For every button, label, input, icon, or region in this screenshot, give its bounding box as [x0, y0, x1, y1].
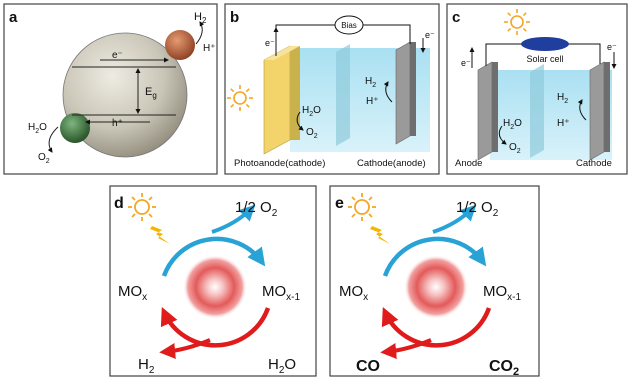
electrolyte	[290, 48, 430, 152]
lightning-icon	[150, 226, 170, 244]
reduction-cocatalyst	[165, 30, 195, 60]
cathode-electrode-side	[410, 42, 416, 136]
oxidation-arrow-b	[296, 111, 304, 131]
photoanode-label: Photoanode(cathode)	[234, 158, 325, 169]
oxidation-cocatalyst	[60, 113, 90, 143]
water-label-b: H2O	[302, 105, 321, 118]
cathode-label-b: Cathode(anode)	[357, 158, 426, 169]
hole-label: h⁺	[112, 118, 123, 129]
electron-label-left: e⁻	[265, 38, 275, 48]
o2-label-b: O2	[306, 127, 318, 140]
co-product-label: CO	[356, 358, 380, 375]
electron-label-left-c: e⁻	[461, 58, 471, 68]
sun-icon	[128, 193, 156, 221]
panel-a-letter: a	[9, 9, 18, 26]
h-plus-label-b: H⁺	[366, 96, 379, 107]
co2-reactant-label: CO2	[489, 358, 519, 377]
sun-icon	[348, 193, 376, 221]
co-release-arrow	[380, 338, 432, 359]
sun-icon	[504, 9, 530, 35]
reduction-cycle-arrow-e	[381, 307, 492, 348]
cathode-electrode	[395, 41, 411, 145]
water-label-c: H2O	[503, 118, 522, 131]
catalyst-glow	[183, 255, 247, 319]
water-label: H2O	[28, 122, 47, 135]
water-reactant-label: H2O	[268, 356, 296, 376]
o2-label-c: O2	[509, 142, 521, 155]
o2-release-arrow	[211, 204, 256, 234]
reduction-arrow-c	[577, 99, 587, 121]
circuit-wire-left-c	[485, 43, 522, 66]
h-plus-label: H⁺	[203, 43, 216, 54]
catalyst-glow-e	[404, 255, 468, 319]
circuit-wire-right	[363, 24, 411, 44]
h2-label-b: H2	[365, 76, 376, 89]
photoanode-top	[264, 46, 300, 60]
lightning-icon	[370, 226, 390, 244]
oxidation-cycle-arrow-e	[382, 236, 487, 277]
circuit-wire-right-c	[568, 43, 601, 64]
o2-evolution-arrow	[47, 126, 59, 153]
anode-electrode-side	[492, 62, 498, 152]
h2-label: H2	[194, 11, 207, 25]
oxidation-arrow-c	[498, 125, 507, 145]
photocatalyst-sphere	[62, 32, 188, 158]
oxidation-cycle-arrow	[161, 236, 266, 277]
panel-c: c Solar cell e⁻ e⁻ H2O O2 H2 H⁺	[446, 3, 628, 175]
panel-d: d 1/2 O2 MOx MOx-1 H2 H2O	[109, 185, 317, 377]
bias-source	[334, 15, 364, 35]
solar-cell	[521, 37, 569, 51]
reduction-cycle-arrow	[160, 307, 271, 348]
panel-e-letter: e	[335, 195, 344, 212]
mox-label-e: MOx	[339, 283, 368, 303]
panel-e: e 1/2 O2 MOx MOx-1 CO CO2	[329, 185, 540, 377]
electrolyte-c	[490, 70, 612, 160]
photoanode-front	[263, 45, 291, 155]
sun-icon	[227, 85, 253, 111]
h-plus-label-c: H⁺	[557, 118, 570, 129]
bias-label: Bias	[341, 21, 357, 30]
anode-label: Anode	[455, 158, 482, 169]
electron-label-right-c: e⁻	[607, 42, 617, 52]
panel-b-letter: b	[230, 9, 239, 26]
panel-b: b Bias e⁻ e⁻ H2O O2 H2 H⁺	[224, 3, 440, 175]
panel-a: a e⁻ Eg h⁺ H2 H⁺ H2O O2	[3, 3, 218, 175]
cathode-label-c: Cathode	[576, 158, 612, 169]
h2-release-arrow	[159, 338, 211, 359]
o2-product-label: 1/2 O2	[235, 199, 278, 219]
anode-electrode	[477, 61, 493, 161]
mox-1-label-e: MOx-1	[483, 283, 522, 303]
membrane	[336, 44, 350, 146]
panel-c-letter: c	[452, 9, 460, 26]
panel-d-letter: d	[114, 195, 124, 212]
o2-product-label-e: 1/2 O2	[456, 199, 499, 219]
cathode-electrode-c-side	[604, 62, 610, 152]
bandgap-label: Eg	[145, 86, 157, 100]
reduction-arrow-b	[383, 81, 393, 103]
h2-evolution-arrow	[195, 21, 205, 45]
electron-label-right: e⁻	[425, 30, 435, 40]
solar-cell-label: Solar cell	[526, 54, 563, 64]
mox-label: MOx	[118, 283, 147, 303]
o2-release-arrow-e	[432, 204, 477, 234]
h2-label-c: H2	[557, 92, 568, 105]
cathode-electrode-c	[589, 61, 605, 161]
o2-label: O2	[38, 152, 50, 165]
electron-label: e⁻	[112, 50, 123, 61]
membrane-c	[530, 64, 544, 158]
h2-product-label: H2	[138, 356, 155, 376]
mox-1-label: MOx-1	[262, 283, 301, 303]
